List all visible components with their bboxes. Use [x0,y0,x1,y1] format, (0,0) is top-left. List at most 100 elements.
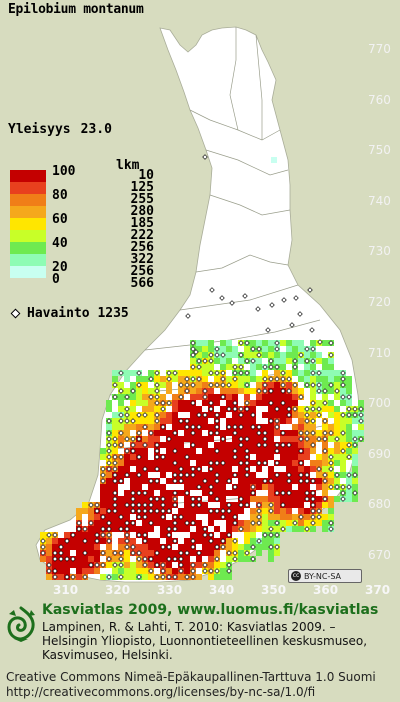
grid-cell [202,370,208,376]
observation-marker [166,508,172,514]
grid-cell [142,406,148,412]
grid-cell [220,412,226,418]
grid-cell [238,472,244,478]
observation-marker [142,490,148,496]
grid-cell [160,526,166,532]
observation-marker [274,460,280,466]
grid-cell [208,478,214,484]
grid-cell [130,460,136,466]
grid-cell [190,532,196,538]
grid-cell [142,544,148,550]
grid-cell [136,400,142,406]
observation-marker [298,394,304,400]
observation-marker [244,454,250,460]
grid-cell [262,544,268,550]
grid-cell [208,544,214,550]
grid-cell [244,346,250,352]
grid-cell [262,394,268,400]
grid-cell [250,352,256,358]
grid-cell [280,484,286,490]
grid-cell [100,496,106,502]
grid-cell [178,406,184,412]
observation-marker [172,478,178,484]
grid-cell [100,538,106,544]
observation-marker [202,154,208,160]
grid-cell [352,484,358,490]
grid-cell [232,394,238,400]
observation-marker [322,472,328,478]
grid-cell [352,478,358,484]
grid-cell [208,496,214,502]
grid-cell [106,484,112,490]
observation-marker [58,544,64,550]
grid-cell [250,400,256,406]
observation-marker [226,502,232,508]
observation-marker [148,568,154,574]
observation-marker [202,358,208,364]
grid-cell [226,490,232,496]
observation-marker [346,484,352,490]
observation-marker [238,412,244,418]
grid-cell [142,520,148,526]
observation-marker [172,496,178,502]
grid-cell [178,436,184,442]
observation-marker [106,460,112,466]
observation-marker [172,574,178,580]
observation-marker [208,568,214,574]
grid-cell [232,352,238,358]
grid-cell [202,346,208,352]
grid-cell [172,418,178,424]
observation-marker [88,562,94,568]
observation-marker [214,496,220,502]
observation-marker [292,358,298,364]
grid-cell [76,508,82,514]
observation-marker [136,490,142,496]
grid-cell [124,556,130,562]
license-url-link[interactable]: http://creativecommons.org/licenses/by-n… [6,684,316,699]
grid-cell [178,376,184,382]
grid-cell [118,538,124,544]
grid-cell [184,436,190,442]
observation-marker [310,442,316,448]
observation-marker [130,550,136,556]
brand-link[interactable]: Kasviatlas 2009, www.luomus.fi/kasviatla… [42,602,379,618]
observation-marker [262,430,268,436]
grid-cell [220,388,226,394]
observation-marker [274,340,280,346]
license-badge[interactable]: cc BY-NC-SA [288,569,362,583]
observation-marker [190,472,196,478]
grid-cell [214,514,220,520]
grid-cell [262,520,268,526]
grid-cell [172,454,178,460]
observation-marker [184,520,190,526]
observation-marker [340,496,346,502]
grid-cell [196,538,202,544]
grid-cell [334,412,340,418]
observation-marker [292,364,298,370]
grid-cell [358,400,364,406]
grid-cell [136,460,142,466]
grid-cell [322,340,328,346]
y-tick-label: 690 [368,446,391,461]
observation-marker [274,406,280,412]
grid-cell [142,382,148,388]
grid-cell [286,454,292,460]
observation-marker [214,418,220,424]
grid-cell [118,424,124,430]
grid-cell [172,406,178,412]
observation-marker [268,358,274,364]
y-tick-label: 700 [368,396,391,411]
grid-cell [196,442,202,448]
grid-cell [256,376,262,382]
observation-marker [328,340,334,346]
grid-cell [94,550,100,556]
observation-marker [292,520,298,526]
observation-marker [190,364,196,370]
grid-cell [184,502,190,508]
observation-marker [220,514,226,520]
grid-cell [202,448,208,454]
grid-cell [124,388,130,394]
grid-cell [196,436,202,442]
grid-cell [226,352,232,358]
observation-marker [232,430,238,436]
